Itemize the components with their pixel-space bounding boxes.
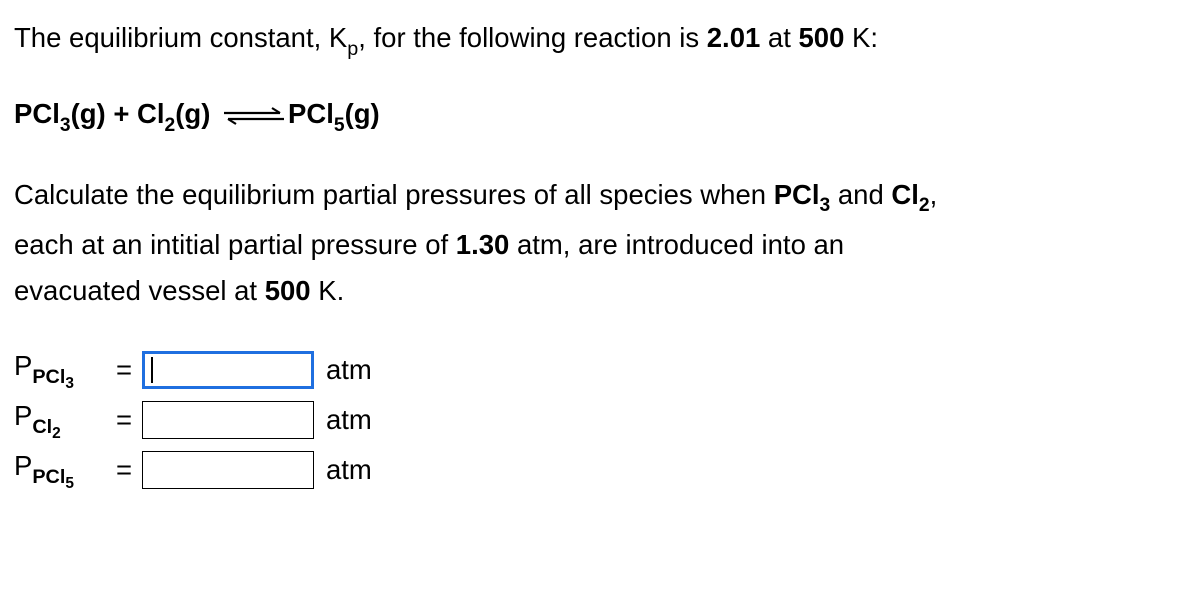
answer-inputs: PPCl3 = atm PCl2 = atm PPCl5 = atm [14, 345, 1186, 495]
intro-at: at [760, 22, 798, 53]
reactant-1-phase: (g) + Cl [71, 98, 165, 129]
question-paragraph: Calculate the equilibrium partial pressu… [14, 175, 1186, 311]
answer-row-pcl5: PPCl5 = atm [14, 445, 1186, 495]
answer-row-pcl3: PPCl3 = atm [14, 345, 1186, 395]
question-text-3-pre: evacuated vessel at [14, 275, 265, 306]
input-p-pcl3[interactable] [142, 351, 314, 389]
equilibrium-arrow-icon [222, 96, 286, 136]
product-1-phase: (g) [345, 98, 380, 129]
reaction-equation: PCl3(g) + Cl2(g) PCl5(g) [14, 94, 1186, 138]
initial-pressure: 1.30 [456, 229, 510, 260]
equals-sign: = [116, 400, 142, 440]
text-caret-icon [151, 357, 153, 383]
label-p-pcl3: PPCl3 [14, 346, 116, 394]
question-temp: 500 [265, 275, 311, 306]
label-p-pcl5: PPCl5 [14, 446, 116, 494]
intro-text-post: , for the following reaction is [358, 22, 707, 53]
reactant-1-sub: 3 [60, 115, 71, 136]
reactant-2-sub: 2 [165, 115, 176, 136]
question-text-2-pre: each at an intitial partial pressure of [14, 229, 456, 260]
species-cl2: Cl2 [891, 179, 929, 210]
kp-subscript: p [347, 38, 358, 60]
input-p-cl2[interactable] [142, 401, 314, 439]
species-pcl3: PCl3 [774, 179, 831, 210]
question-comma: , [930, 179, 938, 210]
temperature-value: 500 [799, 22, 845, 53]
answer-row-cl2: PCl2 = atm [14, 395, 1186, 445]
question-text-1: Calculate the equilibrium partial pressu… [14, 179, 774, 210]
intro-paragraph: The equilibrium constant, Kp, for the fo… [14, 18, 1186, 62]
equals-sign: = [116, 350, 142, 390]
unit-atm: atm [326, 450, 372, 490]
product-1-sub: 5 [334, 115, 345, 136]
reactant-1: PCl [14, 98, 60, 129]
equals-sign: = [116, 450, 142, 490]
reactant-2-phase: (g) [175, 98, 218, 129]
product-1: PCl [288, 98, 334, 129]
intro-text-pre: The equilibrium constant, K [14, 22, 347, 53]
question-text-3-post: K. [311, 275, 345, 306]
unit-atm: atm [326, 350, 372, 390]
question-text-2-post: atm, are introduced into an [509, 229, 844, 260]
kp-value: 2.01 [707, 22, 761, 53]
input-p-pcl5[interactable] [142, 451, 314, 489]
label-p-cl2: PCl2 [14, 396, 116, 444]
kelvin-label: K: [844, 22, 878, 53]
unit-atm: atm [326, 400, 372, 440]
question-and: and [830, 179, 891, 210]
